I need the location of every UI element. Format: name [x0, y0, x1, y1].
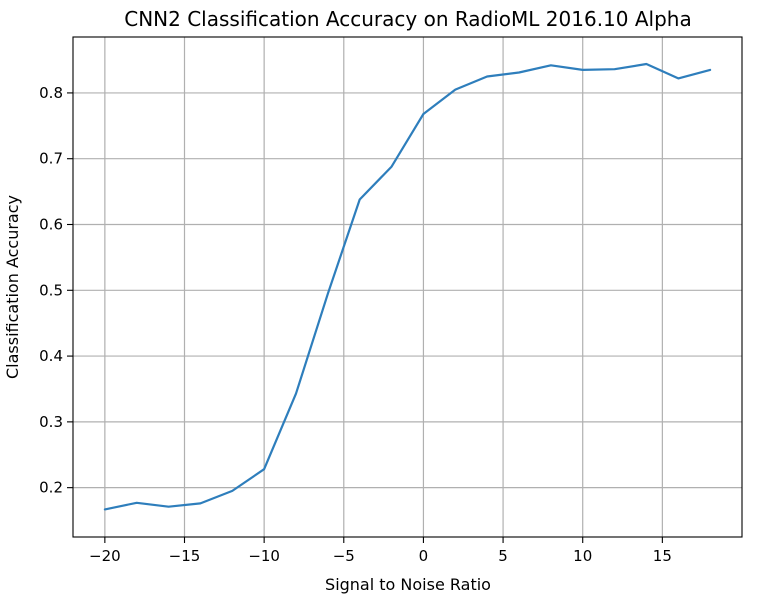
y-tick-label: 0.3 [39, 413, 63, 431]
ticks: −20 −15 −10 −5 0 5 10 15 0.2 0.3 0.4 0.5 0.6 0.7 0.8 [39, 84, 672, 565]
x-tick-label: −10 [248, 547, 280, 565]
y-tick-label: 0.2 [39, 479, 63, 497]
y-axis-label: Classification Accuracy [3, 195, 22, 379]
x-axis-label: Signal to Noise Ratio [325, 575, 491, 594]
accuracy-series-line [103, 62, 712, 511]
grid [73, 37, 742, 537]
x-tick-label: 15 [653, 547, 672, 565]
y-tick-label: 0.4 [39, 347, 63, 365]
x-tick-label: 0 [419, 547, 429, 565]
x-tick-label: −20 [89, 547, 121, 565]
y-tick-label: 0.5 [39, 281, 63, 299]
x-tick-label: −15 [169, 547, 201, 565]
plot-frame [72, 36, 743, 538]
y-tick-label: 0.6 [39, 216, 63, 234]
x-tick-label: 5 [498, 547, 508, 565]
chart-title: CNN2 Classification Accuracy on RadioML … [124, 7, 691, 31]
y-tick-label: 0.8 [39, 84, 63, 102]
series-layer [103, 62, 712, 511]
x-tick-label: 10 [573, 547, 592, 565]
y-tick-label: 0.7 [39, 150, 63, 168]
x-tick-label: −5 [333, 547, 355, 565]
